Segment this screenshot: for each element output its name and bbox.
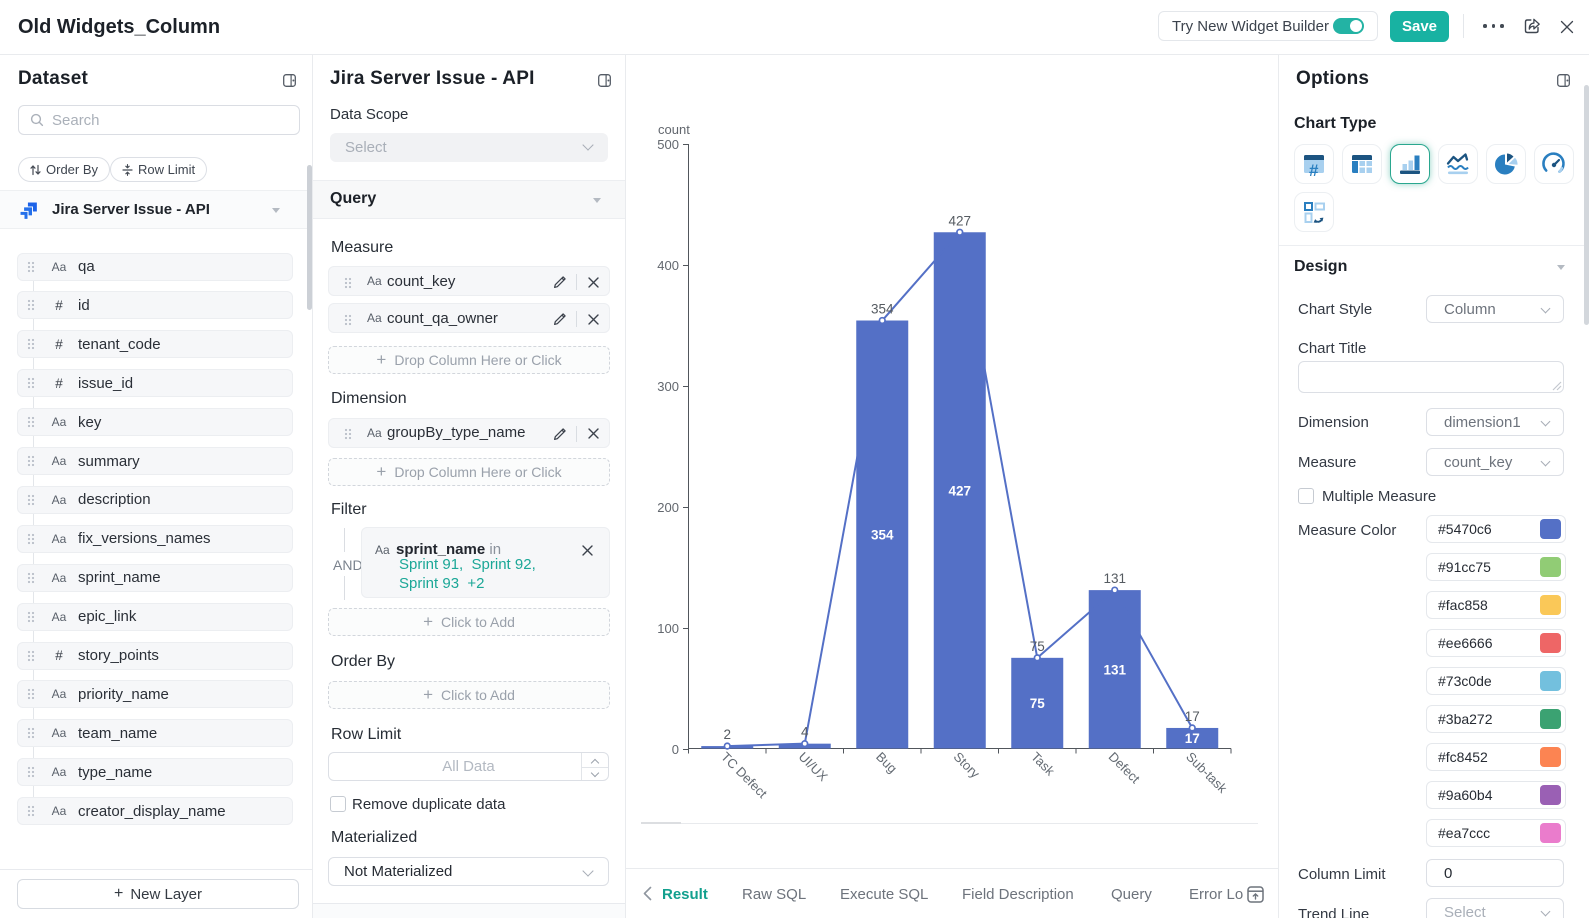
svg-text:17: 17 — [1185, 709, 1200, 724]
svg-text:427: 427 — [948, 483, 971, 498]
svg-text:500: 500 — [657, 137, 679, 152]
svg-text:200: 200 — [657, 500, 679, 515]
svg-text:4: 4 — [801, 725, 809, 740]
svg-text:#: # — [1309, 161, 1319, 177]
svg-text:2: 2 — [723, 727, 731, 742]
svg-text:Story: Story — [951, 749, 983, 781]
svg-text:400: 400 — [657, 258, 679, 273]
svg-text:Sub-task: Sub-task — [1183, 749, 1230, 796]
svg-text:131: 131 — [1103, 662, 1126, 677]
svg-text:Defect: Defect — [1106, 749, 1143, 786]
svg-text:UI/UX: UI/UX — [796, 749, 831, 784]
svg-text:TC Defect: TC Defect — [718, 749, 770, 801]
svg-text:100: 100 — [657, 621, 679, 636]
svg-text:427: 427 — [948, 213, 971, 228]
svg-text:Task: Task — [1028, 749, 1058, 779]
svg-text:354: 354 — [871, 528, 894, 543]
svg-text:131: 131 — [1103, 571, 1126, 586]
svg-text:354: 354 — [871, 302, 894, 317]
svg-text:count: count — [658, 122, 690, 137]
svg-text:Bug: Bug — [873, 749, 900, 776]
svg-text:75: 75 — [1030, 639, 1045, 654]
svg-text:17: 17 — [1185, 731, 1200, 746]
svg-text:300: 300 — [657, 379, 679, 394]
svg-text:0: 0 — [672, 742, 679, 757]
svg-text:75: 75 — [1030, 696, 1046, 711]
